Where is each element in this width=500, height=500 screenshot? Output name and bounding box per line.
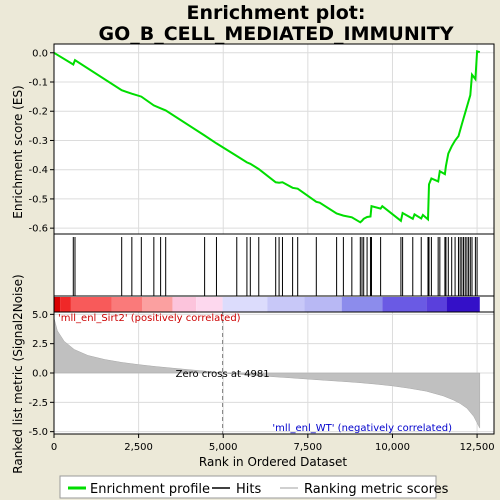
metric-y-tick-label: -2.5 — [28, 398, 48, 409]
legend-label-hits: Hits — [236, 482, 261, 497]
zero-cross-label: Zero cross at 4981 — [176, 369, 270, 380]
es-y-tick-label: 0.0 — [32, 48, 48, 59]
es-y-tick-label: -0.4 — [28, 165, 48, 176]
heat-segment — [223, 297, 268, 312]
heat-segment — [426, 297, 446, 312]
metric-y-tick-label: 0.0 — [32, 369, 48, 380]
es-y-axis-label: Enrichment score (ES) — [11, 85, 25, 218]
x-axis-label: Rank in Ordered Dataset — [199, 455, 347, 469]
x-ticks: 0 2,500 5,000 7,500 10,000 12,500 — [51, 434, 495, 453]
x-tick-label: 5,000 — [209, 442, 238, 453]
metric-y-tick-label: 5.0 — [32, 310, 48, 321]
heat-segment — [267, 297, 304, 312]
x-tick-label: 12,500 — [460, 442, 495, 453]
heat-segment — [60, 297, 71, 312]
metric-y-tick-label: -5.0 — [28, 427, 48, 438]
legend-label-enrichment: Enrichment profile — [90, 482, 210, 497]
heat-segment — [71, 297, 112, 312]
x-tick-label: 2,500 — [124, 442, 153, 453]
metric-y-tick-label: 2.5 — [32, 339, 48, 350]
heat-segment — [112, 297, 142, 312]
es-y-tick-label: -0.5 — [28, 194, 48, 205]
es-y-tick-label: -0.3 — [28, 136, 48, 147]
legend: Enrichment profile Hits Ranking metric s… — [60, 476, 449, 498]
ranked-list-heat-bar — [54, 297, 480, 312]
x-tick-label: 10,000 — [375, 442, 410, 453]
heat-segment — [304, 297, 341, 312]
positive-label: 'mll_enl_Sirt2' (positively correlated) — [58, 313, 241, 324]
x-tick-label: 7,500 — [294, 442, 323, 453]
heat-segment — [196, 297, 222, 312]
metric-y-ticks: 5.0 2.5 0.0 -2.5 -5.0 — [28, 310, 54, 438]
heat-segment — [142, 297, 172, 312]
es-y-ticks: 0.0 -0.1 -0.2 -0.3 -0.4 -0.5 -0.6 — [28, 48, 54, 234]
es-y-tick-label: -0.1 — [28, 78, 48, 89]
es-y-tick-label: -0.2 — [28, 107, 48, 118]
chart-subtitle: GO_B_CELL_MEDIATED_IMMUNITY — [98, 23, 453, 45]
es-y-tick-label: -0.6 — [28, 224, 48, 235]
legend-label-ranking: Ranking metric scores — [304, 482, 449, 497]
metric-y-axis-label: Ranked list metric (Signal2Noise) — [11, 274, 25, 473]
heat-segment — [172, 297, 196, 312]
chart-title: Enrichment plot: — [187, 2, 366, 24]
heat-segment — [447, 297, 480, 312]
heat-segment — [342, 297, 383, 312]
negative-label: 'mll_enl_WT' (negatively correlated) — [272, 423, 452, 434]
heat-segment — [382, 297, 426, 312]
x-tick-label: 0 — [51, 442, 57, 453]
heat-segment — [54, 297, 60, 312]
